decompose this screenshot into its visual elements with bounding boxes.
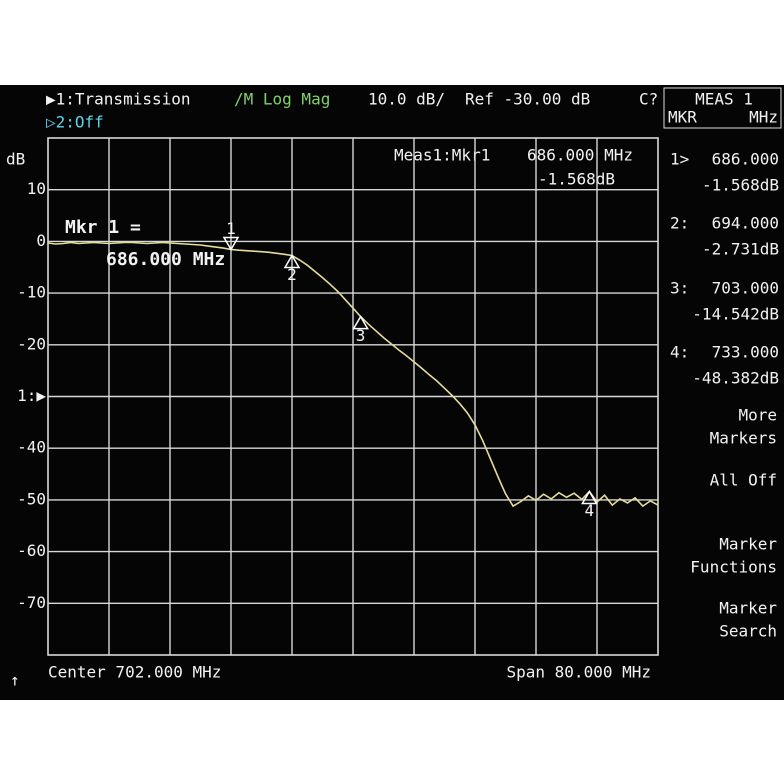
scale: 10.0 dB/ [368, 90, 445, 109]
readout-freq: 703.000 [712, 279, 779, 298]
center: Center 702.000 MHz [48, 663, 221, 682]
trace [47, 241, 659, 508]
y-tick-label: 1:▶ [17, 386, 46, 405]
panel-title: MEAS 1 [695, 90, 753, 109]
screen [0, 85, 784, 700]
channel: ▶1:Transmission [46, 90, 191, 109]
panel-right: MHz [749, 108, 778, 127]
readout-freq: 694.000 [712, 214, 779, 233]
softkey: All Off [710, 471, 777, 490]
marker [283, 254, 301, 269]
arrow: ↑ [10, 671, 20, 690]
softkey: Functions [690, 558, 777, 577]
readout-level: -14.542dB [692, 305, 779, 324]
softkey: Search [719, 622, 777, 641]
y-tick-label: 10 [27, 179, 46, 198]
y-tick-label: 0 [36, 231, 46, 250]
meas-level: -1.568dB [538, 170, 615, 189]
status: C? [639, 90, 658, 109]
y-tick-label: -50 [17, 489, 46, 508]
marker-label: 3 [356, 326, 366, 345]
panel-box [663, 87, 782, 129]
panel-left: MKR [668, 108, 697, 127]
readout-id: 3: [670, 279, 689, 298]
readout-level: -2.731dB [702, 240, 779, 259]
readout-freq: 686.000 [712, 150, 779, 169]
readout-id: 4: [670, 343, 689, 362]
readout-id: 2: [670, 214, 689, 233]
meas-name: Meas1:Mkr1 [394, 146, 490, 165]
marker [352, 315, 369, 330]
softkey: More [738, 406, 777, 425]
format: /M Log Mag [234, 90, 330, 109]
y-tick-label: -40 [17, 438, 46, 457]
marker-label: 1 [226, 219, 236, 238]
readout-freq: 733.000 [712, 343, 779, 362]
annotation: Mkr 1 = [65, 217, 141, 238]
marker-label: 4 [585, 501, 595, 520]
softkey: Marker [719, 535, 777, 554]
softkey: Marker [719, 599, 777, 618]
y-tick-label: -60 [17, 541, 46, 560]
softkey: Markers [710, 429, 777, 448]
y-tick-label: -10 [17, 283, 46, 302]
ref: Ref -30.00 dB [465, 90, 590, 109]
marker [581, 490, 598, 505]
y-label: dB [6, 150, 25, 169]
y-tick-label: -70 [17, 593, 46, 612]
marker [222, 236, 240, 251]
y-tick-label: -20 [17, 334, 46, 353]
readout-id: 1> [670, 150, 689, 169]
meas-freq: 686.000 MHz [527, 146, 633, 165]
span: Span 80.000 MHz [507, 663, 652, 682]
marker-label: 2 [287, 265, 297, 284]
readout-level: -1.568dB [702, 176, 779, 195]
channel2: ▷2:Off [46, 113, 104, 132]
annotation: 686.000 MHz [106, 249, 225, 270]
readout-level: -48.382dB [692, 369, 779, 388]
